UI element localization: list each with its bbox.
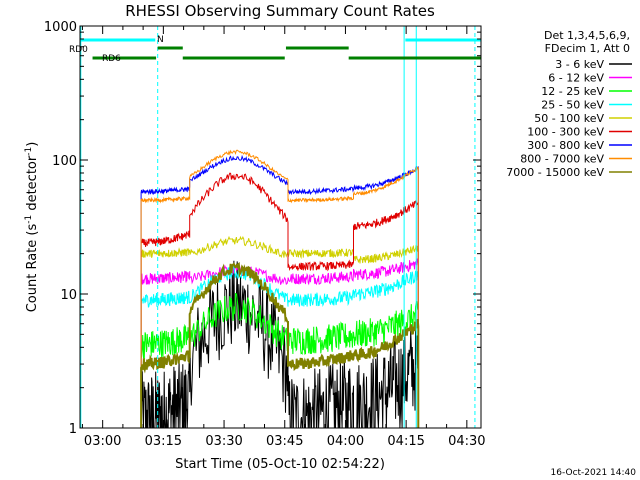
chart-title: RHESSI Observing Summary Count Rates	[125, 2, 435, 20]
legend-entry-2: 6 - 12 keV	[548, 72, 604, 85]
x-tick-label-3: 03:30	[205, 434, 242, 449]
x-tick-label-7: 04:30	[448, 434, 485, 449]
legend-entry-9: 7000 - 15000 keV	[506, 166, 604, 179]
x-tick-label-4: 03:45	[266, 434, 303, 449]
legend-entry-8: 800 - 7000 keV	[520, 153, 604, 166]
x-tick-label-1: 03:00	[84, 434, 121, 449]
series-line-4	[140, 265, 419, 428]
plot-data	[140, 149, 420, 429]
y-axis-label-mid: detector	[25, 155, 40, 215]
series-line-2	[140, 258, 419, 428]
x-tick-label-2: 03:15	[145, 434, 182, 449]
y-tick-label-3: 100	[52, 154, 77, 169]
x-tick-label-6: 04:15	[387, 434, 424, 449]
y-axis-label-main: Count Rate (s	[25, 224, 40, 313]
legend-entry-3: 12 - 25 keV	[541, 85, 604, 98]
series-line-9	[140, 262, 420, 428]
x-tick-label-5: 04:00	[327, 434, 364, 449]
series-line-1	[140, 260, 419, 429]
legend-entry-6: 100 - 300 keV	[527, 126, 604, 139]
legend-entry-5: 50 - 100 keV	[534, 112, 604, 125]
flag-label-rd0: RD0	[69, 45, 88, 55]
instrument-flags: RD0 RD6 N	[69, 26, 481, 428]
y-axis-label-sup1: -1	[24, 215, 34, 224]
y-axis-label-end: )	[25, 142, 40, 147]
series-line-6	[140, 172, 419, 428]
legend-entry-4: 25 - 50 keV	[541, 99, 604, 112]
legend: Det 1,3,4,5,6,9, FDecim 1, Att 0 3 - 6 k…	[506, 29, 632, 179]
legend-entry-7: 300 - 800 keV	[527, 139, 604, 152]
plot-frame	[79, 25, 482, 429]
y-tick-label-4: 1000	[44, 20, 77, 35]
y-tick-label-1: 1	[69, 422, 77, 437]
legend-entry-1: 3 - 6 keV	[555, 58, 604, 71]
axis-ticks: 03:00 03:15 03:30 03:45 04:00 04:15 04:30 1 10 10…	[44, 20, 486, 449]
series-line-8	[140, 149, 419, 428]
y-tick-label-2: 10	[60, 288, 77, 303]
legend-header-2: FDecim 1, Att 0	[545, 42, 630, 55]
footer-timestamp: 16-Oct-2021 14:40	[551, 468, 637, 478]
y-axis-label: Count Rate (s-1 detector-1)	[24, 142, 40, 313]
x-axis-label: Start Time (05-Oct-10 02:54:22)	[175, 457, 385, 472]
flag-label-n: N	[157, 35, 164, 45]
legend-header-1: Det 1,3,4,5,6,9,	[544, 29, 630, 42]
flag-label-rd6: RD6	[102, 54, 121, 64]
y-axis-label-sup2: -1	[24, 147, 34, 156]
